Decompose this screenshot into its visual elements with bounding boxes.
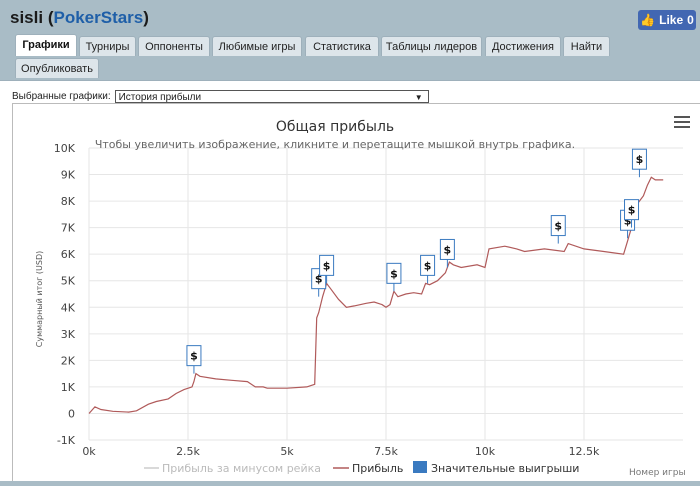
tab-bar: Графики Турниры Оппоненты Любимые игры С… [0, 33, 700, 79]
significant-win-marker[interactable]: $ [386, 262, 402, 292]
chart-selector-value: История прибыли [118, 92, 202, 103]
y-axis-label: Суммарный итог (USD) [35, 251, 44, 348]
legend-rake-label[interactable]: Прибыль за минусом рейка [162, 462, 321, 475]
chart-title: Общая прибыль [276, 119, 394, 135]
x-tick-label: 0k [82, 445, 96, 458]
svg-text:$: $ [323, 259, 331, 272]
tab-opponents[interactable]: Оппоненты [138, 36, 210, 56]
tab-leaderboards[interactable]: Таблицы лидеров [381, 36, 482, 56]
svg-text:$: $ [628, 204, 636, 217]
chart-selector-dropdown[interactable]: История прибыли ▼ [114, 90, 429, 103]
player-title: sisli (PokerStars) [10, 8, 149, 27]
svg-text:$: $ [424, 259, 432, 272]
content-panel: Выбранные графики: История прибыли ▼ -1K… [0, 80, 700, 481]
dropdown-arrow-icon: ▼ [414, 93, 423, 102]
chart-legend: Прибыль за минусом рейка Прибыль Значите… [144, 461, 579, 475]
player-name: sisli [10, 8, 44, 27]
x-tick-label: 12.5k [569, 445, 600, 458]
y-tick-label: 9K [61, 169, 76, 182]
chart-selector-label: Выбранные графики: [12, 91, 111, 102]
y-tick-label: 8K [61, 195, 76, 208]
x-axis-label: Номер игры [629, 468, 686, 478]
like-count: 0 [687, 13, 694, 27]
y-tick-label: -1K [57, 434, 76, 447]
y-tick-label: 2K [61, 354, 76, 367]
significant-win-marker[interactable]: $ [439, 238, 455, 268]
svg-text:$: $ [390, 267, 398, 280]
facebook-like-button[interactable]: 👍 Like 0 [638, 10, 696, 30]
y-tick-label: 0 [68, 407, 75, 420]
legend-profit-label[interactable]: Прибыль [352, 462, 403, 475]
series-profit-line [88, 176, 664, 414]
svg-text:$: $ [554, 220, 562, 233]
menu-icon[interactable] [674, 116, 690, 128]
y-tick-label: 5K [61, 275, 76, 288]
significant-win-marker[interactable]: $ [319, 254, 335, 284]
tab-favorite-games[interactable]: Любимые игры [212, 36, 302, 56]
y-tick-label: 1K [61, 381, 76, 394]
significant-win-marker[interactable]: $ [631, 148, 647, 178]
significant-win-marker[interactable]: $ [186, 345, 202, 374]
y-tick-label: 4K [61, 301, 76, 314]
site-link[interactable]: PokerStars [53, 8, 144, 27]
y-tick-label: 10K [54, 142, 76, 155]
x-tick-label: 5k [280, 445, 294, 458]
legend-wins-label[interactable]: Значительные выигрыши [431, 462, 579, 475]
x-tick-label: 10k [475, 445, 496, 458]
x-tick-label: 2.5k [176, 445, 200, 458]
legend-wins-swatch [413, 461, 427, 473]
y-tick-label: 7K [61, 222, 76, 235]
tab-charts[interactable]: Графики [15, 34, 77, 56]
like-label: Like [659, 13, 684, 27]
chart-subtitle: Чтобы увеличить изображение, кликните и … [95, 138, 575, 151]
tab-tournaments[interactable]: Турниры [79, 36, 136, 56]
significant-win-marker[interactable]: $ [624, 199, 640, 228]
significant-win-marker[interactable]: $ [420, 254, 436, 284]
svg-text:$: $ [190, 350, 198, 363]
profit-chart[interactable]: -1K 0 1K 2K 3K 4K 5K 6K 7K 8K 9K 10K 0k 2.5k 5k 7.5k 10… [13, 104, 700, 482]
tab-statistics[interactable]: Статистика [305, 36, 379, 56]
y-tick-label: 6K [61, 248, 76, 261]
thumbs-up-icon: 👍 [640, 13, 656, 27]
tab-search[interactable]: Найти [563, 36, 610, 56]
svg-text:$: $ [444, 243, 452, 256]
tab-publish[interactable]: Опубликовать [15, 58, 99, 78]
svg-text:$: $ [315, 273, 323, 286]
svg-text:$: $ [624, 214, 632, 227]
tab-achievements[interactable]: Достижения [485, 36, 561, 56]
significant-win-marker[interactable]: $ [550, 215, 566, 244]
x-tick-label: 7.5k [374, 445, 398, 458]
chart-selector-row: Выбранные графики: История прибыли ▼ [12, 90, 429, 103]
chart-container[interactable]: -1K 0 1K 2K 3K 4K 5K 6K 7K 8K 9K 10K 0k 2.5k 5k 7.5k 10… [12, 103, 700, 481]
svg-text:$: $ [636, 153, 644, 166]
y-tick-label: 3K [61, 328, 76, 341]
